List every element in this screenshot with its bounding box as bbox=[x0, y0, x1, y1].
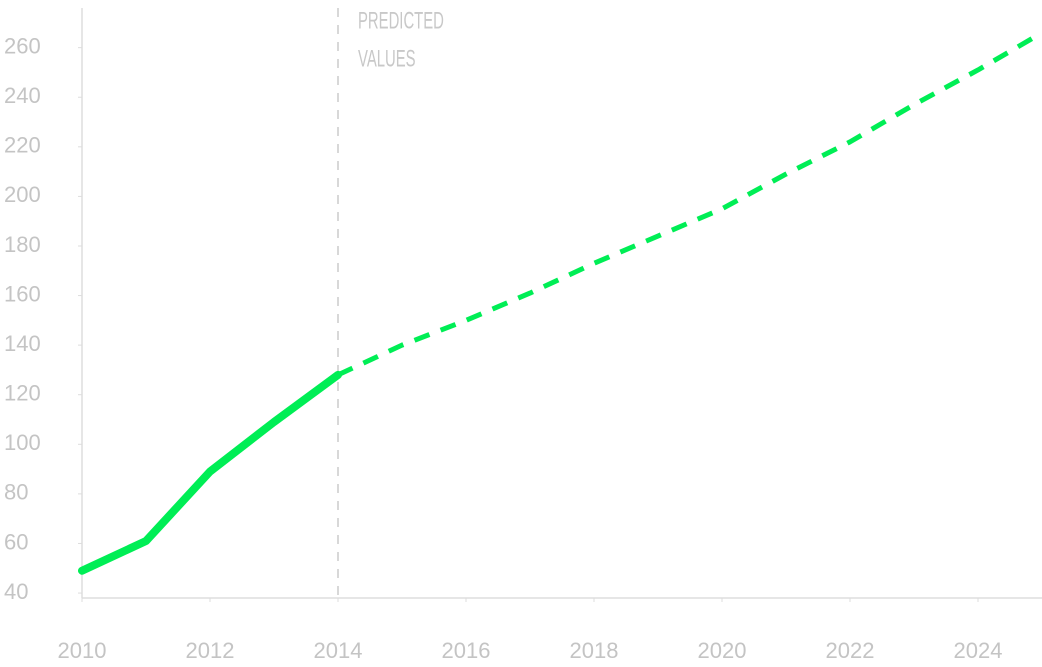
y-tick-label: 140 bbox=[4, 331, 41, 356]
line-series bbox=[78, 370, 342, 575]
annotation-text: PREDICTED bbox=[358, 8, 444, 34]
y-tick-label: 180 bbox=[4, 232, 41, 257]
line-series bbox=[336, 30, 1042, 378]
y-tick-label: 260 bbox=[4, 33, 41, 58]
y-tick-label: 200 bbox=[4, 182, 41, 207]
y-tick-label: 60 bbox=[4, 529, 28, 554]
x-tick-label: 2010 bbox=[58, 638, 107, 663]
y-tick-label: 220 bbox=[4, 133, 41, 158]
x-tick-label: 2022 bbox=[826, 638, 875, 663]
x-tick-label: 2014 bbox=[314, 638, 363, 663]
x-tick-label: 2018 bbox=[570, 638, 619, 663]
x-tick-label: 2020 bbox=[698, 638, 747, 663]
y-tick-label: 240 bbox=[4, 83, 41, 108]
y-tick-label: 80 bbox=[4, 480, 28, 505]
y-tick-label: 40 bbox=[4, 579, 28, 604]
y-tick-label: 100 bbox=[4, 430, 41, 455]
y-tick-label: 120 bbox=[4, 381, 41, 406]
annotation-text: VALUES bbox=[358, 46, 416, 72]
x-tick-label: 2024 bbox=[954, 638, 1003, 663]
y-tick-label: 160 bbox=[4, 281, 41, 306]
x-tick-label: 2012 bbox=[186, 638, 235, 663]
x-tick-label: 2016 bbox=[442, 638, 491, 663]
